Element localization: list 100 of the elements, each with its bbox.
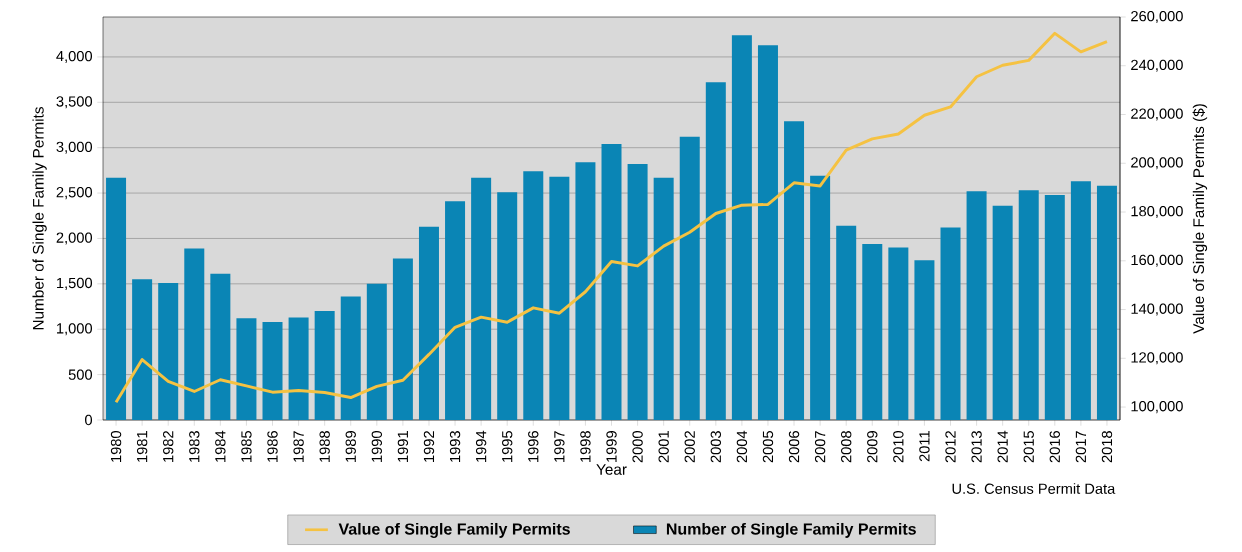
y2-tick-label: 180,000	[1131, 205, 1183, 219]
legend-label: Number of Single Family Permits	[666, 522, 916, 538]
x-tick-label: 1997	[554, 431, 565, 462]
y-tick-label: 2,500	[56, 187, 93, 200]
y2-tick-label: 200,000	[1131, 157, 1183, 170]
x-tick-label: 1999	[606, 431, 617, 462]
bar	[862, 243, 883, 420]
bar	[810, 175, 831, 420]
x-tick-label: 1996	[528, 431, 539, 462]
bar	[288, 317, 309, 420]
y-axis-title: Number of Single Family Permits	[32, 107, 47, 330]
x-tick-label: 2001	[658, 431, 669, 463]
bar	[262, 321, 283, 420]
y2-tick-label: 160,000	[1131, 254, 1183, 267]
x-tick-label: 2006	[788, 431, 800, 463]
text: U.S. Census Permit Data	[952, 483, 1116, 494]
x-axis-title: Year	[596, 464, 627, 475]
x-tick-label: 1991	[397, 431, 409, 462]
bar	[836, 225, 857, 420]
x-tick-label: 1992	[423, 431, 435, 462]
bar	[418, 226, 439, 420]
x-tick-label: 2016	[1049, 431, 1061, 463]
y2-tick-label: 220,000	[1131, 108, 1183, 121]
x-tick-label: 2015	[1023, 431, 1034, 463]
x-tick-label: 1987	[293, 431, 304, 462]
legend-label: Value of Single Family Permits	[338, 522, 570, 538]
x-tick-label: 2004	[736, 430, 748, 463]
bar	[471, 177, 492, 420]
y-tick-label: 500	[68, 369, 93, 380]
y-tick-label: 2,000	[56, 232, 93, 245]
bar	[210, 273, 231, 420]
bar	[757, 45, 778, 420]
bar	[184, 248, 205, 420]
y2-tick-label: 240,000	[1131, 59, 1183, 72]
x-tick-label: 1984	[215, 430, 226, 462]
bar	[445, 201, 466, 420]
y-tick-label: 0	[85, 414, 93, 426]
bar	[627, 164, 648, 420]
bar	[132, 279, 153, 420]
x-tick-label: 1983	[189, 431, 200, 462]
bar	[992, 205, 1013, 420]
bar	[784, 121, 805, 420]
bar	[601, 144, 622, 420]
x-tick-label: 1994	[475, 430, 487, 462]
bar	[1070, 181, 1091, 420]
bar	[340, 296, 361, 420]
bar	[575, 162, 596, 420]
bar	[549, 176, 570, 420]
y2-tick-label: 140,000	[1131, 303, 1183, 316]
y-tick-label: 1,500	[57, 277, 93, 290]
x-tick-label: 1981	[136, 431, 148, 462]
bar	[523, 171, 544, 420]
bar	[653, 177, 674, 420]
bar	[314, 311, 335, 420]
bar	[106, 177, 127, 420]
bar	[1044, 194, 1065, 420]
y2-tick-label: 120,000	[1131, 352, 1183, 365]
x-tick-label: 1993	[449, 431, 461, 462]
bar	[731, 35, 752, 420]
y-tick-label: 1,000	[57, 323, 93, 336]
x-tick-label: 2013	[971, 431, 982, 463]
x-tick-label: 2005	[762, 431, 774, 463]
x-tick-label: 1990	[371, 430, 383, 462]
bar	[1018, 190, 1039, 420]
x-tick-label: 1982	[163, 431, 174, 462]
y2-tick-label: 260,000	[1131, 10, 1183, 24]
bar	[497, 192, 518, 420]
bar	[158, 282, 179, 420]
bar	[940, 227, 961, 420]
y2-axis-title: Value of Single Family Permits ($)	[1192, 104, 1208, 334]
y-tick-label: 3,000	[56, 141, 93, 154]
x-tick-label: 2010	[893, 430, 904, 463]
bar	[888, 247, 909, 420]
x-tick-label: 2011	[919, 431, 930, 462]
x-tick-label: 1988	[319, 431, 330, 462]
y-tick-label: 3,500	[56, 96, 93, 109]
bar	[392, 258, 413, 420]
x-tick-label: 1998	[580, 431, 591, 462]
x-tick-label: 1986	[267, 431, 278, 462]
x-tick-label: 2012	[945, 431, 956, 463]
bar	[966, 191, 987, 420]
y-tick-label: 4,000	[56, 50, 93, 63]
x-tick-label: 1985	[241, 431, 252, 462]
x-tick-label: 1989	[345, 431, 356, 462]
x-tick-label: 2008	[841, 431, 852, 463]
x-tick-label: 2009	[867, 431, 878, 463]
x-tick-label: 2014	[997, 430, 1008, 463]
bar	[679, 136, 700, 420]
x-tick-label: 1980	[110, 430, 122, 462]
x-tick-label: 2002	[684, 431, 695, 463]
y2-tick-label: 100,000	[1131, 401, 1183, 414]
bar	[705, 82, 726, 420]
bar	[366, 283, 387, 420]
x-tick-label: 2000	[632, 430, 643, 463]
x-tick-label: 2018	[1101, 431, 1113, 463]
bar	[1096, 185, 1117, 420]
x-tick-label: 2017	[1075, 431, 1087, 463]
x-tick-label: 2003	[710, 431, 722, 463]
line-series	[114, 31, 1109, 404]
bar	[914, 260, 935, 420]
